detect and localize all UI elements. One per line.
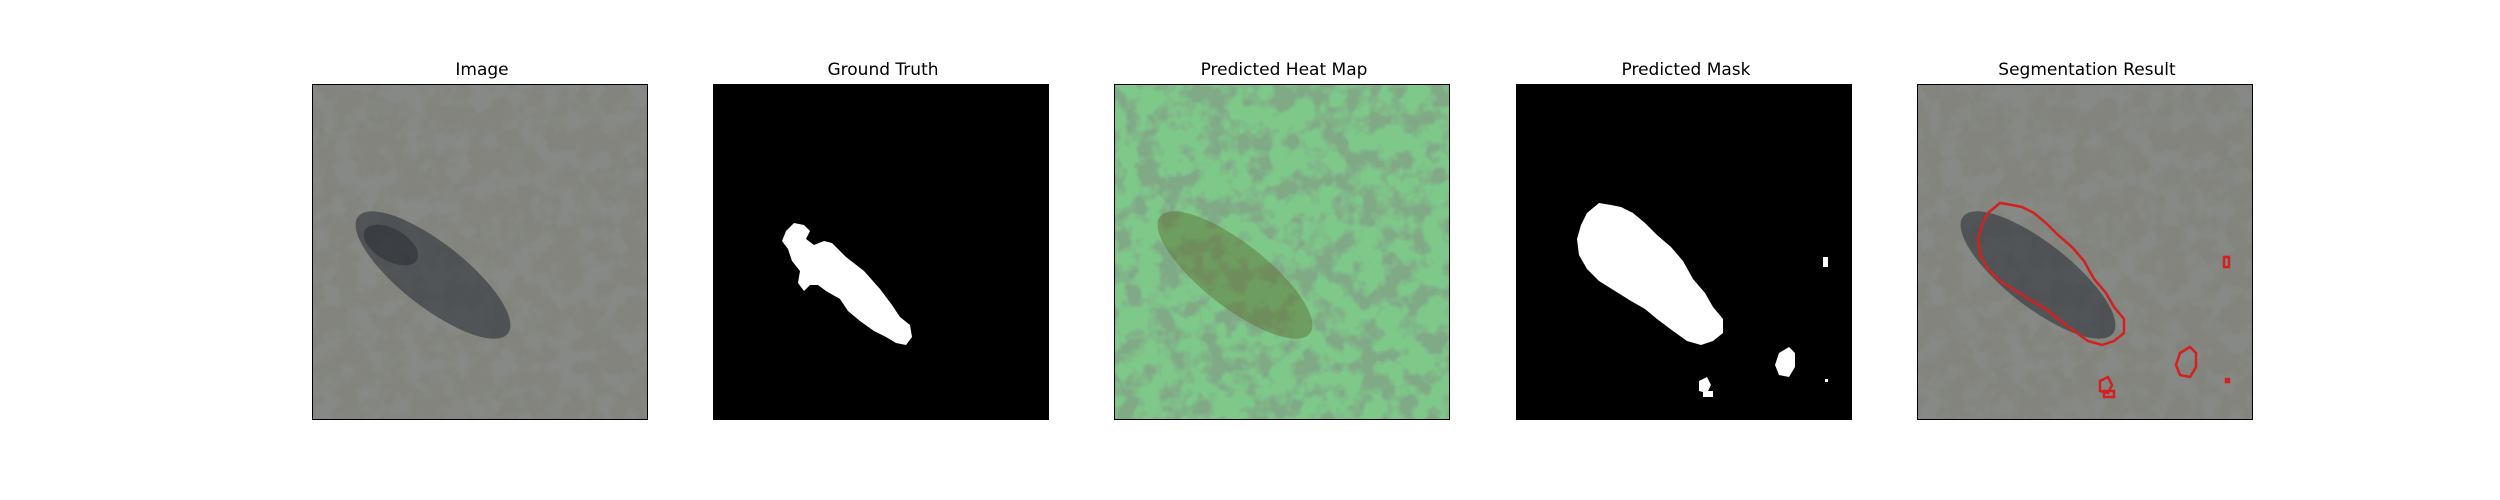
predicted-main-blob: [1577, 203, 1723, 345]
panel-segmentation-result: Segmentation Result: [1917, 0, 2257, 500]
predicted-blob-small-4: [1823, 257, 1828, 267]
ground-truth-frame: [713, 84, 1049, 420]
image-frame: [312, 84, 648, 420]
segmentation-frame: [1917, 84, 2253, 420]
panel-heatmap: Predicted Heat Map: [1114, 0, 1454, 500]
panel-title: Predicted Heat Map: [1200, 60, 1368, 80]
segmentation-contours: [1976, 201, 2231, 399]
ground-truth-blob: [782, 223, 912, 345]
contour-main: [1976, 201, 2126, 347]
contour-small-5: [2224, 377, 2231, 384]
heat-hotspot: [1157, 211, 1313, 339]
predicted-blob-small-1: [1775, 347, 1795, 377]
panel-title: Predicted Mask: [1621, 60, 1751, 80]
contour-small-4: [2222, 255, 2231, 269]
heatmap-frame: [1114, 84, 1450, 420]
panel-title: Ground Truth: [827, 60, 939, 80]
defect-region: [355, 211, 511, 339]
panel-predicted-mask: Predicted Mask: [1516, 0, 1856, 500]
contour-small-3: [2102, 389, 2116, 399]
contour-small-1: [2174, 345, 2198, 379]
heatmap-overlay: [1115, 85, 1449, 419]
predicted-blob-small-2: [1699, 377, 1711, 393]
ground-truth-mask: [714, 85, 1048, 419]
predicted-blob-small-3: [1703, 391, 1713, 397]
panel-title: Image: [455, 60, 509, 80]
panel-image: Image: [312, 0, 652, 500]
contour-small-2: [2098, 375, 2114, 395]
predicted-mask-frame: [1516, 84, 1852, 420]
texture-image: [313, 85, 647, 419]
panel-title: Segmentation Result: [1998, 60, 2176, 80]
predicted-mask: [1517, 85, 1851, 419]
panel-ground-truth: Ground Truth: [713, 0, 1053, 500]
segmentation-overlay: [1918, 85, 2252, 419]
predicted-blob-small-5: [1825, 379, 1828, 382]
